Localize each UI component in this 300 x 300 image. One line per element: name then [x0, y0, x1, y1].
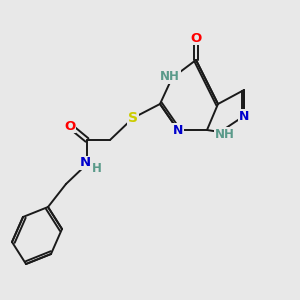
Text: N: N: [173, 124, 183, 136]
Text: N: N: [239, 110, 249, 122]
Text: S: S: [128, 111, 138, 125]
Text: O: O: [64, 119, 76, 133]
Text: N: N: [80, 157, 91, 169]
Text: NH: NH: [160, 70, 180, 83]
Text: H: H: [92, 163, 102, 176]
Text: NH: NH: [215, 128, 235, 140]
Text: O: O: [190, 32, 202, 44]
